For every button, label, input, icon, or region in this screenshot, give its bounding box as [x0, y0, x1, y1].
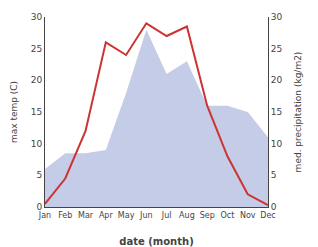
svg-text:med. precipitation (kg/m2): med. precipitation (kg/m2) [293, 52, 303, 173]
svg-text:Apr: Apr [99, 211, 114, 220]
svg-text:Oct: Oct [221, 211, 235, 220]
svg-text:10: 10 [271, 139, 283, 149]
svg-text:max temp (C): max temp (C) [9, 81, 19, 143]
svg-text:Sep: Sep [200, 211, 215, 220]
svg-text:25: 25 [31, 44, 42, 54]
svg-text:Nov: Nov [240, 211, 256, 220]
svg-text:0: 0 [36, 202, 42, 212]
svg-text:25: 25 [271, 44, 282, 54]
svg-text:Jun: Jun [139, 211, 153, 220]
svg-text:30: 30 [31, 12, 43, 22]
svg-text:Jul: Jul [161, 211, 172, 220]
svg-text:20: 20 [271, 75, 283, 85]
svg-text:date (month): date (month) [119, 236, 193, 247]
svg-text:May: May [118, 211, 135, 220]
svg-text:30: 30 [271, 12, 283, 22]
svg-text:15: 15 [271, 107, 282, 117]
svg-text:5: 5 [36, 170, 42, 180]
svg-text:Jan: Jan [38, 211, 51, 220]
svg-text:5: 5 [271, 170, 277, 180]
svg-text:Mar: Mar [78, 211, 94, 220]
svg-text:10: 10 [31, 139, 43, 149]
svg-text:Feb: Feb [58, 211, 72, 220]
svg-text:20: 20 [31, 75, 43, 85]
svg-text:0: 0 [271, 202, 277, 212]
svg-text:15: 15 [31, 107, 42, 117]
svg-text:Dec: Dec [260, 211, 275, 220]
svg-text:Aug: Aug [179, 211, 195, 220]
